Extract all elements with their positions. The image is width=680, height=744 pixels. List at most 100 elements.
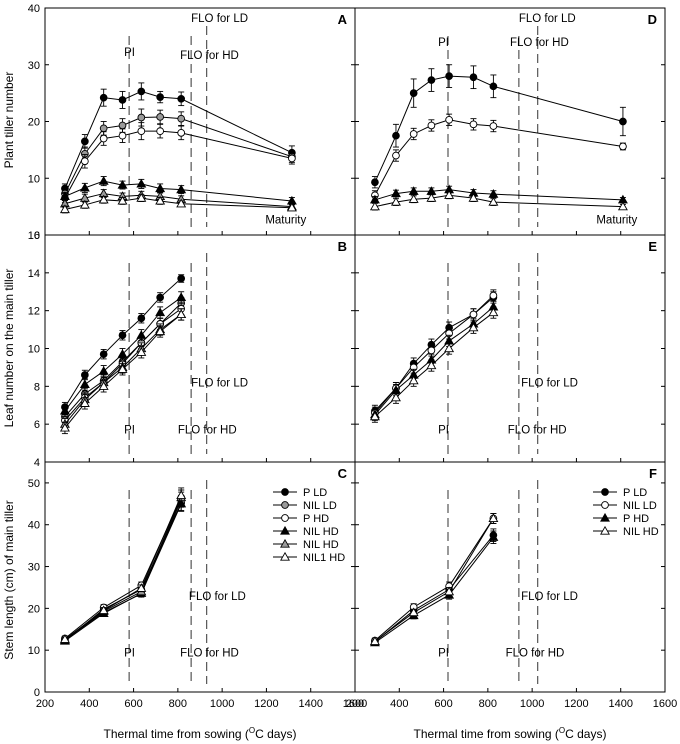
x-tick-label: 600 xyxy=(124,698,142,710)
panel-letter: A xyxy=(338,12,348,27)
annotation-maturity: Maturity xyxy=(265,215,306,227)
x-tick-label: 1200 xyxy=(564,698,588,710)
data-point xyxy=(136,330,147,339)
y-tick-label: 10 xyxy=(28,173,40,185)
legend-marker xyxy=(281,514,289,522)
data-point xyxy=(445,72,453,80)
data-point xyxy=(137,87,146,96)
legend-marker xyxy=(280,551,290,561)
data-point xyxy=(117,179,128,189)
data-point xyxy=(99,124,108,133)
y-tick-label: 8 xyxy=(34,381,40,393)
x-tick-label: 1000 xyxy=(520,698,544,710)
annotation-flo-hd: FLO for HD xyxy=(180,647,239,659)
annotation-flo-ld: FLO for LD xyxy=(521,591,578,603)
xlabel-right: Thermal time from sowing (OC days) xyxy=(414,726,607,741)
legend-label: NIL LD xyxy=(303,500,337,512)
data-point xyxy=(137,314,146,323)
data-point xyxy=(177,114,186,123)
series-p-hd xyxy=(369,530,499,647)
panel-d: PI FLO for HD FLO for LD Maturity D xyxy=(354,7,666,236)
data-point xyxy=(489,291,498,300)
series-nil-hd xyxy=(369,512,499,645)
data-point xyxy=(99,350,108,359)
annotation-pi: PI xyxy=(124,647,135,659)
data-point xyxy=(177,129,186,137)
data-point xyxy=(79,182,90,192)
series-line xyxy=(64,497,182,641)
data-point xyxy=(177,94,186,103)
y-tick-label: 50 xyxy=(28,478,40,490)
data-point xyxy=(427,346,436,355)
data-point xyxy=(468,322,479,332)
y-tick-label: 14 xyxy=(28,268,40,280)
panel-c: 0 10 20 30 40 50 200 400 600 800 1000 1200 1400 1600 P… xyxy=(28,461,367,710)
data-point xyxy=(155,195,166,205)
data-point xyxy=(98,194,109,204)
series-p-hd xyxy=(61,489,186,643)
ylabel-stem: Stem length (cm) of main tiller xyxy=(2,500,16,659)
data-point xyxy=(155,326,166,336)
panel-letter: D xyxy=(648,12,657,27)
y-tick-label: 20 xyxy=(28,117,40,129)
y-tick-label: 12 xyxy=(28,306,40,318)
data-point xyxy=(136,178,147,188)
panel-f: 200 400 600 800 1000 1200 1400 1600 PI FLO for HD… xyxy=(346,461,677,710)
panel-letter: B xyxy=(338,239,347,254)
data-point xyxy=(155,307,166,317)
data-point xyxy=(444,343,455,353)
data-point xyxy=(445,115,453,124)
data-point xyxy=(619,142,627,151)
y-tick-label: 16 xyxy=(28,230,40,242)
data-point xyxy=(137,127,146,135)
x-tick-label: 1600 xyxy=(653,698,677,710)
data-point xyxy=(136,583,147,592)
series-line xyxy=(64,116,293,194)
series-p-hd xyxy=(61,122,296,204)
data-point xyxy=(117,349,128,358)
data-point xyxy=(426,193,437,202)
annotation-pi: PI xyxy=(124,47,135,59)
x-tick-label: 600 xyxy=(434,698,452,710)
data-point xyxy=(98,175,109,185)
data-point xyxy=(369,411,380,421)
data-point xyxy=(371,178,379,187)
series-line xyxy=(374,189,623,201)
legend-label: P LD xyxy=(303,487,327,499)
legend-label: P HD xyxy=(623,513,649,525)
annotation-maturity: Maturity xyxy=(596,215,637,227)
data-point xyxy=(489,82,498,91)
data-point xyxy=(488,532,499,541)
annotation-flo-hd: FLO for HD xyxy=(178,425,237,437)
annotation-flo-hd: FLO for HD xyxy=(506,647,565,659)
data-point xyxy=(409,130,418,138)
annotation-flo-ld: FLO for LD xyxy=(521,377,578,389)
data-point xyxy=(136,193,147,202)
data-point xyxy=(390,196,401,206)
legend-marker xyxy=(601,488,609,496)
legend-label: P HD xyxy=(303,513,329,525)
data-point xyxy=(79,199,90,209)
annotation-flo-ld: FLO for LD xyxy=(191,377,248,389)
data-point xyxy=(81,157,89,166)
series-nil1-hd xyxy=(59,308,187,435)
y-tick-label: 6 xyxy=(34,419,40,431)
x-tick-label: 1400 xyxy=(298,698,322,710)
data-point xyxy=(59,634,70,643)
data-point xyxy=(118,131,127,140)
data-point xyxy=(176,198,187,208)
series-line xyxy=(64,502,182,641)
series-line xyxy=(64,193,292,208)
data-point xyxy=(619,117,627,126)
data-point xyxy=(118,96,127,104)
data-point xyxy=(176,490,187,500)
data-point xyxy=(137,113,146,122)
data-point xyxy=(617,201,628,211)
legend-marker xyxy=(600,525,610,535)
y-tick-label: 30 xyxy=(28,562,40,574)
legend-label: NIL LD xyxy=(623,500,657,512)
series-nil-hd xyxy=(59,175,297,205)
x-tick-label: 200 xyxy=(346,698,364,710)
